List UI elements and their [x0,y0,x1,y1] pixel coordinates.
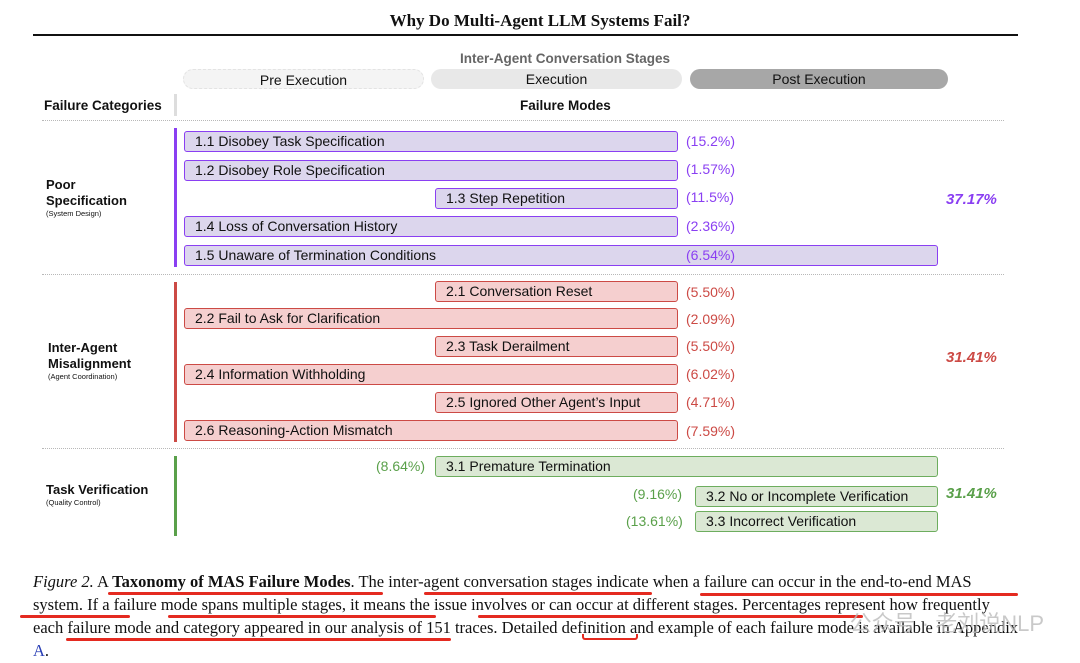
failure-mode-pct: (15.2%) [686,133,736,149]
category-bar-poor-specification [174,128,177,267]
category-bar-inter-agent-misalignment [174,282,177,442]
annotation-underline [582,634,638,640]
annotation-underline [700,593,1018,596]
category-subtitle: (Agent Coordination) [48,372,118,381]
failure-mode-pct: (5.50%) [686,338,736,354]
caption-figure-label: Figure 2. [33,572,94,591]
category-total-poor-specification: 37.17% [946,191,997,208]
failure-mode-pct: (9.16%) [633,486,683,502]
caption-bold-title: Taxonomy of MAS Failure Modes [112,572,351,591]
failure-mode-pct: (2.09%) [686,311,736,327]
failure-mode-box: 2.4 Information Withholding [184,364,678,385]
failure-mode-pct: (4.71%) [686,394,736,410]
failure-mode-box: 2.2 Fail to Ask for Clarification [184,308,678,329]
watermark: 公众号 · 老刘说NLP [849,611,1044,636]
divider [42,274,1004,275]
failure-mode-pct: (1.57%) [686,161,736,177]
figure-caption: Figure 2. A Taxonomy of MAS Failure Mode… [33,570,1023,662]
category-poor-specification: Poor Specification (System Design) [46,177,127,219]
annotation-underline [20,615,130,618]
annotation-underline [66,638,451,641]
failure-mode-box: 1.3 Step Repetition [435,188,678,209]
failure-mode-pct: (8.64%) [376,458,426,474]
annotation-underline [478,615,863,618]
category-subtitle: (System Design) [46,209,102,218]
header-separator [174,94,177,116]
category-inter-agent-misalignment: Inter-Agent Misalignment (Agent Coordina… [48,340,131,382]
category-title-line: Specification [46,193,127,208]
failure-mode-box: 1.2 Disobey Role Specification [184,160,678,181]
failure-mode-pct: (7.59%) [686,423,736,439]
failure-mode-box: 2.1 Conversation Reset [435,281,678,302]
appendix-link[interactable]: A [33,641,45,660]
failure-categories-header: Failure Categories [44,98,162,113]
category-title-line: Inter-Agent [48,340,118,355]
category-title-line: Task Verification [46,482,149,497]
failure-mode-box: 1.1 Disobey Task Specification [184,131,678,152]
stage-execution: Execution [431,69,682,89]
stages-header: Inter-Agent Conversation Stages [459,51,671,66]
failure-mode-box: 2.3 Task Derailment [435,336,678,357]
failure-mode-box: 3.3 Incorrect Verification [695,511,938,532]
category-title-line: Poor [46,177,76,192]
stage-post-execution: Post Execution [690,69,948,89]
failure-mode-box: 2.5 Ignored Other Agent’s Input [435,392,678,413]
divider [42,120,1004,121]
figure-title: Why Do Multi-Agent LLM Systems Fail? [389,11,691,30]
caption-a: A [97,572,109,591]
failure-mode-box: 3.2 No or Incomplete Verification [695,486,938,507]
annotation-underline [168,615,436,618]
category-title-line: Misalignment [48,356,132,371]
category-total-task-verification: 31.41% [946,485,997,502]
failure-mode-pct: (5.50%) [686,284,736,300]
failure-mode-pct: (13.61%) [626,513,683,529]
caption-end: . [44,641,50,660]
title-rule [33,34,1018,36]
failure-mode-box: 1.5 Unaware of Termination Conditions [184,245,938,266]
category-total-inter-agent-misalignment: 31.41% [946,349,997,366]
annotation-underline [424,592,652,595]
failure-mode-box: 1.4 Loss of Conversation History [184,216,678,237]
annotation-underline [108,592,383,595]
failure-mode-pct: (11.5%) [686,189,734,205]
category-task-verification: Task Verification (Quality Control) [46,482,148,508]
failure-mode-pct: (6.02%) [686,366,736,382]
category-bar-task-verification [174,456,177,536]
failure-mode-box: 2.6 Reasoning-Action Mismatch [184,420,678,441]
category-subtitle: (Quality Control) [46,498,101,507]
failure-mode-pct: (6.54%) [686,247,736,263]
failure-mode-box: 3.1 Premature Termination [435,456,938,477]
failure-mode-pct: (2.36%) [686,218,736,234]
failure-modes-header: Failure Modes [520,98,611,113]
stage-pre-execution: Pre Execution [183,69,424,89]
divider [42,448,1004,449]
caption-text: . The inter-agent conversation stages in… [33,572,1019,637]
